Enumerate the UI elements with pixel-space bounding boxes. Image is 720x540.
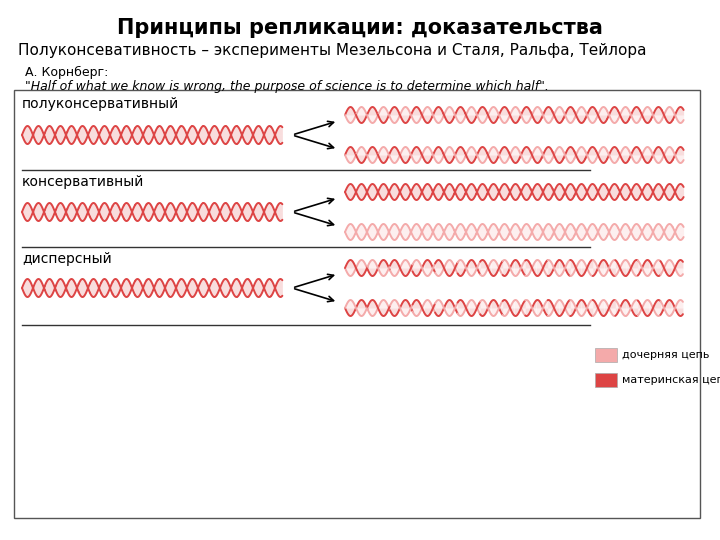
Text: А. Корнберг:: А. Корнберг:	[25, 66, 109, 79]
Text: Принципы репликации: доказательства: Принципы репликации: доказательства	[117, 18, 603, 38]
Bar	[595, 348, 617, 362]
Text: дисперсный: дисперсный	[22, 252, 112, 266]
Text: "Half of what we know is wrong, the purpose of science is to determine which hal: "Half of what we know is wrong, the purp…	[25, 80, 549, 93]
Text: полуконсервативный: полуконсервативный	[22, 97, 179, 111]
Text: консервативный: консервативный	[22, 175, 145, 189]
Text: Полуконсевативность – эксперименты Мезельсона и Сталя, Ральфа, Тейлора: Полуконсевативность – эксперименты Мезел…	[18, 43, 647, 58]
Bar	[14, 90, 700, 518]
Text: материнская цепь: материнская цепь	[622, 375, 720, 385]
Text: дочерняя цепь: дочерняя цепь	[622, 350, 709, 360]
Bar	[595, 373, 617, 387]
